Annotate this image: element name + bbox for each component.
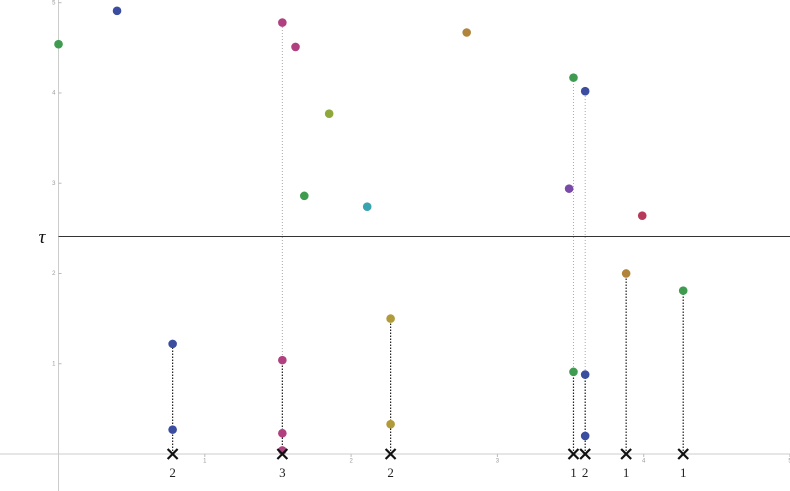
cross-count: 1	[680, 465, 687, 480]
point	[580, 431, 590, 441]
cross	[166, 448, 179, 460]
y-tick-label: 3	[52, 181, 56, 187]
x-tick-label: 1	[203, 459, 207, 465]
point	[291, 42, 300, 52]
point	[580, 86, 590, 96]
cross	[579, 448, 591, 460]
x-tick-label: 3	[496, 459, 500, 465]
point	[54, 39, 63, 49]
x-tick-label: 5	[788, 459, 790, 465]
point	[569, 367, 578, 377]
x-tick-label: 4	[642, 459, 646, 465]
y-tick-label: 2	[52, 271, 56, 277]
point	[564, 184, 574, 193]
cross-count: 1	[570, 465, 577, 480]
y-tick-label: 4	[52, 91, 56, 97]
cross-count: 3	[279, 465, 286, 480]
point	[462, 28, 471, 37]
point	[168, 425, 177, 434]
cross	[567, 448, 580, 460]
cross-count: 2	[387, 465, 394, 480]
point	[112, 6, 122, 16]
y-tick-label: 5	[52, 0, 56, 6]
point	[569, 73, 578, 82]
cross-count: 2	[582, 465, 589, 480]
point	[580, 370, 590, 379]
point	[386, 314, 395, 323]
point	[621, 269, 631, 278]
point	[386, 419, 395, 429]
cross-count: 1	[623, 465, 630, 480]
point	[278, 355, 287, 365]
point	[362, 202, 372, 211]
cross	[276, 448, 289, 460]
point	[637, 211, 647, 221]
cross-count: 2	[169, 465, 176, 480]
point	[278, 428, 287, 438]
point	[168, 339, 177, 349]
point	[299, 191, 309, 201]
cross	[384, 448, 397, 460]
cross	[677, 448, 689, 460]
point	[678, 286, 688, 295]
point	[324, 109, 334, 119]
x-tick-label: 2	[349, 459, 353, 465]
y-tick-label: 1	[52, 361, 56, 367]
threshold-label: τ	[39, 227, 47, 248]
point	[278, 18, 287, 27]
cross	[620, 448, 632, 460]
